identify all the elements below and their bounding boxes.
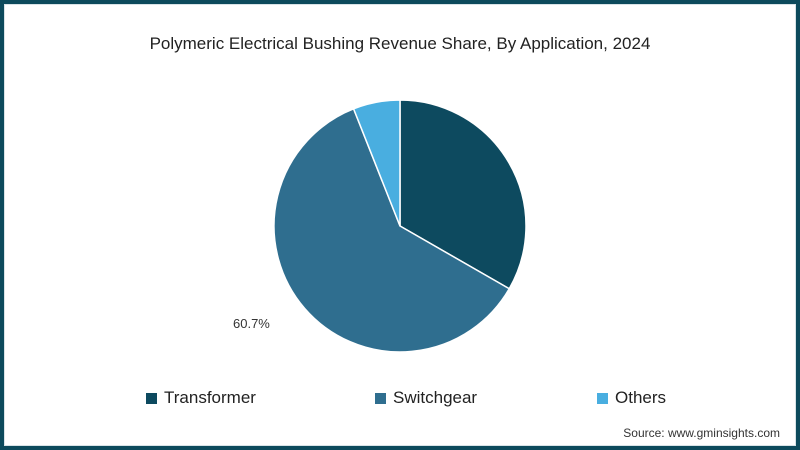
switchgear-data-label: 60.7% xyxy=(233,316,270,331)
legend-item-transformer: Transformer xyxy=(146,388,256,408)
pie-slice-others xyxy=(352,99,401,227)
legend-swatch-switchgear xyxy=(375,392,386,404)
pie-slice-switchgear xyxy=(273,107,511,353)
legend: Transformer Switchgear Others xyxy=(0,388,800,410)
legend-item-switchgear: Switchgear xyxy=(375,388,477,408)
pie-slice-transformer xyxy=(399,99,527,290)
legend-swatch-others xyxy=(597,392,608,404)
source-text: Source: www.gminsights.com xyxy=(623,426,780,440)
legend-swatch-transformer xyxy=(146,392,157,404)
legend-item-others: Others xyxy=(597,388,666,408)
chart-title: Polymeric Electrical Bushing Revenue Sha… xyxy=(149,34,651,53)
